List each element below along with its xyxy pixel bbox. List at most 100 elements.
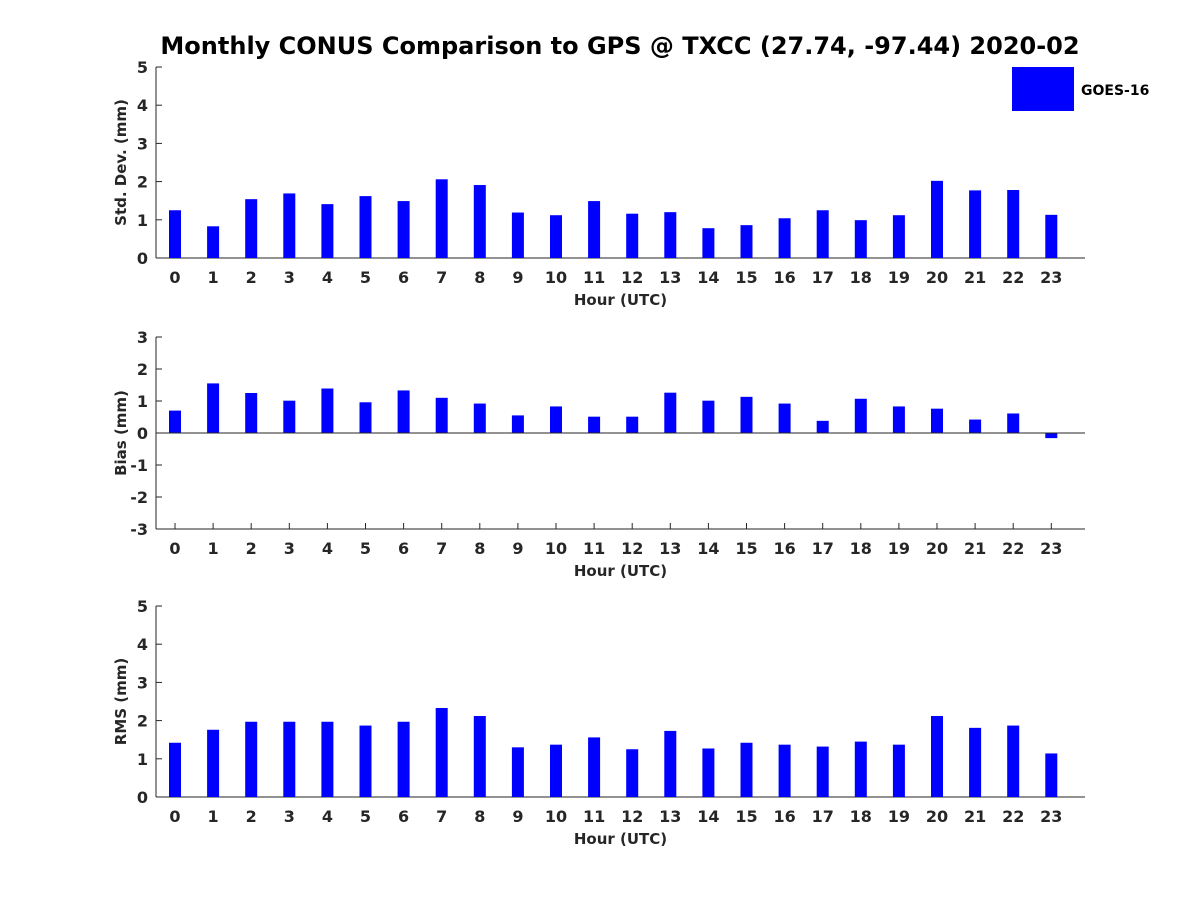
rms-x-tick-label: 16 [773, 807, 795, 826]
rms-bar [931, 716, 943, 797]
bias-bar [588, 416, 601, 433]
std-dev-bar [435, 179, 448, 258]
std-dev-x-tick-label: 11 [583, 268, 605, 287]
std-dev-x-tick-label: 23 [1040, 268, 1062, 287]
bias-y-tick-label: -3 [130, 520, 148, 539]
std-dev-x-tick-label: 17 [812, 268, 834, 287]
rms-x-tick-label: 7 [436, 807, 447, 826]
bias-bar [511, 415, 524, 433]
bias-bar [626, 416, 639, 433]
rms-y-tick-label: 4 [137, 635, 148, 654]
std-dev-bar [511, 212, 524, 258]
rms-bar [435, 707, 448, 797]
std-dev-x-axis-label: Hour (UTC) [574, 291, 667, 309]
bias-bar [816, 420, 829, 433]
rms-x-tick-label: 23 [1040, 807, 1062, 826]
rms-x-tick-label: 18 [850, 807, 872, 826]
bias-x-tick-label: 15 [735, 539, 757, 558]
bias-y-tick-label: -2 [130, 488, 148, 507]
bias-x-tick-label: 18 [850, 539, 872, 558]
bias-x-tick-label: 16 [773, 539, 795, 558]
std-dev-y-axis-label: Std. Dev. (mm) [112, 99, 130, 226]
rms-x-tick-label: 9 [512, 807, 523, 826]
bias-bar [969, 419, 982, 433]
rms-bar [283, 721, 296, 797]
rms-y-tick-label: 0 [137, 788, 148, 807]
rms-bar [511, 747, 524, 797]
std-dev-x-tick-label: 3 [284, 268, 295, 287]
std-dev-x-tick-label: 19 [888, 268, 910, 287]
std-dev-x-tick-label: 12 [621, 268, 643, 287]
std-dev-bar [626, 213, 639, 258]
rms-x-tick-label: 3 [284, 807, 295, 826]
std-dev-x-tick-label: 5 [360, 268, 371, 287]
rms-x-axis-label: Hour (UTC) [574, 830, 667, 848]
bias-x-tick-label: 13 [659, 539, 681, 558]
std-dev-bar [245, 199, 258, 258]
rms-bar [778, 744, 791, 797]
std-dev-x-tick-label: 21 [964, 268, 986, 287]
bias-x-tick-label: 23 [1040, 539, 1062, 558]
std-dev-bar [664, 212, 677, 258]
std-dev-bar [359, 196, 372, 258]
rms-bar [245, 721, 258, 797]
rms-x-tick-label: 13 [659, 807, 681, 826]
std-dev-bar [550, 215, 562, 258]
rms-bar [473, 716, 486, 797]
rms-x-tick-label: 11 [583, 807, 605, 826]
std-dev-bar [969, 190, 982, 258]
bias-x-tick-label: 21 [964, 539, 986, 558]
rms-x-tick-label: 10 [545, 807, 567, 826]
rms-bar [740, 742, 753, 797]
std-dev-x-tick-label: 8 [474, 268, 485, 287]
rms-bar [1007, 725, 1020, 797]
bias-bar [854, 398, 867, 433]
std-dev-bar [740, 225, 753, 258]
rms-x-tick-label: 14 [697, 807, 719, 826]
bias-bar [664, 392, 677, 433]
bias-x-tick-label: 0 [169, 539, 180, 558]
rms-bar [359, 725, 372, 797]
rms-bar [664, 730, 677, 797]
rms-y-axis-label: RMS (mm) [112, 658, 130, 745]
bias-x-tick-label: 2 [246, 539, 257, 558]
bias-x-tick-label: 22 [1002, 539, 1024, 558]
rms-x-tick-label: 2 [246, 807, 257, 826]
chart-title: Monthly CONUS Comparison to GPS @ TXCC (… [160, 32, 1079, 60]
bias-y-tick-label: -1 [130, 456, 148, 475]
rms-x-tick-label: 0 [169, 807, 180, 826]
bias-bar [778, 403, 791, 433]
bias-x-tick-label: 20 [926, 539, 948, 558]
bias-x-axis-label: Hour (UTC) [574, 562, 667, 580]
bias-x-tick-label: 3 [284, 539, 295, 558]
std-dev-x-tick-label: 13 [659, 268, 681, 287]
bias-x-tick-label: 6 [398, 539, 409, 558]
std-dev-y-tick-label: 2 [137, 173, 148, 192]
bias-bar [207, 383, 220, 433]
bias-bar [283, 400, 296, 433]
std-dev-bar [702, 228, 715, 258]
bias-x-tick-label: 9 [512, 539, 523, 558]
std-dev-x-tick-label: 16 [773, 268, 795, 287]
bias-x-tick-label: 19 [888, 539, 910, 558]
bias-y-tick-label: 0 [137, 424, 148, 443]
bias-x-tick-label: 5 [360, 539, 371, 558]
bias-bar [740, 396, 753, 433]
rms-bar [854, 741, 867, 797]
rms-x-tick-label: 19 [888, 807, 910, 826]
std-dev-bar [207, 226, 220, 258]
legend-swatch [1012, 67, 1074, 111]
rms-x-tick-label: 6 [398, 807, 409, 826]
bias-bar [892, 406, 905, 433]
bias-bar [245, 393, 258, 433]
std-dev-bar [931, 180, 943, 258]
std-dev-x-tick-label: 10 [545, 268, 567, 287]
std-dev-x-tick-label: 18 [850, 268, 872, 287]
std-dev-y-tick-label: 5 [137, 58, 148, 77]
std-dev-x-tick-label: 6 [398, 268, 409, 287]
rms-bar [550, 744, 562, 797]
legend-label: GOES-16 [1081, 83, 1149, 99]
std-dev-y-tick-label: 1 [137, 211, 148, 230]
bias-bar [321, 388, 334, 433]
